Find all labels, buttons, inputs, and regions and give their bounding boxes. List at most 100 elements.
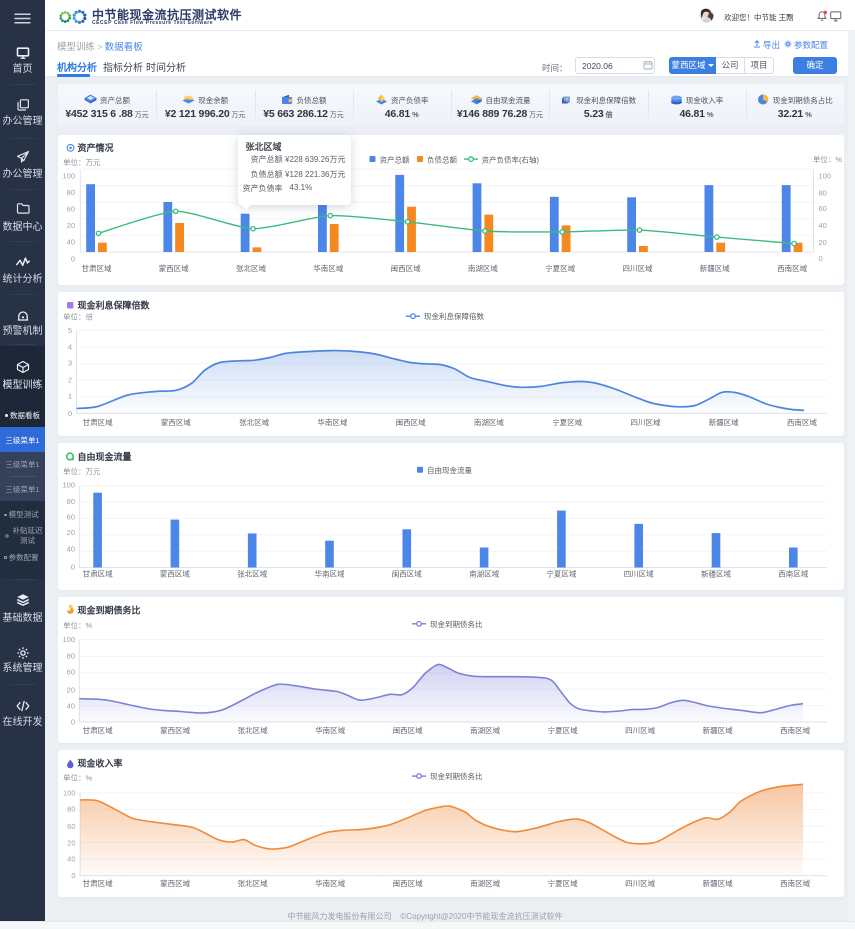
svg-text:60: 60	[67, 512, 75, 521]
svg-text:西南区域: 西南区域	[780, 878, 810, 888]
svg-text:现金利息保障倍数: 现金利息保障倍数	[78, 300, 151, 311]
svg-text:西南区域: 西南区域	[777, 263, 807, 273]
svg-text:20: 20	[67, 685, 75, 694]
svg-text:自由现金流量: 自由现金流量	[78, 451, 132, 462]
svg-text:西南区域: 西南区域	[778, 569, 808, 579]
svg-text:100: 100	[819, 171, 832, 180]
svg-text:南湖区域: 南湖区域	[474, 417, 504, 427]
svg-text:资产负债率(右轴): 资产负债率(右轴)	[482, 154, 540, 164]
svg-text:20: 20	[67, 528, 75, 537]
svg-text:2: 2	[68, 376, 72, 385]
svg-text:0: 0	[819, 254, 823, 263]
svg-text:80: 80	[819, 188, 827, 197]
svg-text:单位：万元: 单位：万元	[63, 466, 101, 476]
svg-text:80: 80	[67, 188, 75, 197]
svg-text:60: 60	[67, 667, 75, 676]
svg-text:张北区域: 张北区域	[236, 263, 266, 273]
svg-text:0: 0	[68, 409, 72, 418]
svg-text:40: 40	[67, 701, 75, 710]
svg-text:自由现金流量: 自由现金流量	[427, 465, 472, 475]
svg-text:单位：倍: 单位：倍	[63, 312, 93, 322]
svg-text:蒙西区域: 蒙西区域	[160, 569, 190, 579]
svg-text:华南区域: 华南区域	[315, 878, 345, 888]
svg-text:闽西区域: 闽西区域	[392, 569, 422, 579]
svg-text:现金到期债务比: 现金到期债务比	[430, 771, 483, 781]
svg-text:60: 60	[67, 204, 75, 213]
svg-text:单位：%: 单位：%	[813, 154, 842, 164]
svg-text:40: 40	[67, 855, 75, 864]
svg-text:新疆区域: 新疆区域	[703, 725, 733, 735]
svg-text:宁夏区域: 宁夏区域	[548, 878, 578, 888]
svg-text:甘肃区域: 甘肃区域	[82, 263, 112, 273]
svg-text:西南区域: 西南区域	[780, 725, 810, 735]
svg-text:蒙西区域: 蒙西区域	[161, 417, 191, 427]
svg-text:新疆区域: 新疆区域	[703, 878, 733, 888]
svg-text:张北区域: 张北区域	[238, 725, 268, 735]
svg-text:40: 40	[67, 237, 75, 246]
svg-text:新疆区域: 新疆区域	[700, 263, 730, 273]
svg-text:南湖区域: 南湖区域	[470, 878, 500, 888]
svg-text:1: 1	[68, 391, 72, 400]
svg-text:资产情况: 资产情况	[78, 142, 114, 153]
svg-text:张北区域: 张北区域	[239, 417, 269, 427]
svg-text:0: 0	[71, 254, 75, 263]
svg-text:蒙西区域: 蒙西区域	[160, 725, 190, 735]
svg-text:0: 0	[71, 717, 75, 726]
svg-text:5: 5	[68, 326, 72, 335]
svg-text:100: 100	[62, 480, 75, 489]
svg-text:四川区域: 四川区域	[625, 878, 655, 888]
svg-text:甘肃区域: 甘肃区域	[83, 725, 113, 735]
svg-text:西南区域: 西南区域	[787, 417, 817, 427]
svg-text:100: 100	[63, 789, 76, 798]
svg-text:南湖区域: 南湖区域	[470, 725, 500, 735]
svg-text:南湖区域: 南湖区域	[469, 569, 499, 579]
svg-text:蒙西区域: 蒙西区域	[160, 878, 190, 888]
svg-text:四川区域: 四川区域	[630, 417, 660, 427]
svg-text:0: 0	[71, 871, 75, 880]
svg-text:华南区域: 华南区域	[317, 417, 347, 427]
svg-text:80: 80	[67, 497, 75, 506]
svg-text:闽西区域: 闽西区域	[393, 878, 423, 888]
svg-text:60: 60	[819, 203, 827, 212]
svg-text:闽西区域: 闽西区域	[391, 263, 421, 273]
svg-text:40: 40	[67, 544, 75, 553]
svg-text:40: 40	[819, 221, 827, 230]
svg-text:宁夏区域: 宁夏区域	[552, 417, 582, 427]
svg-text:华南区域: 华南区域	[315, 725, 345, 735]
svg-text:甘肃区域: 甘肃区域	[83, 417, 113, 427]
svg-text:单位：万元: 单位：万元	[63, 157, 101, 167]
svg-text:闽西区域: 闽西区域	[393, 725, 423, 735]
svg-text:新疆区域: 新疆区域	[701, 569, 731, 579]
svg-text:闽西区域: 闽西区域	[396, 417, 426, 427]
svg-text:甘肃区域: 甘肃区域	[83, 569, 113, 579]
svg-text:四川区域: 四川区域	[624, 569, 654, 579]
svg-text:宁夏区域: 宁夏区域	[545, 263, 575, 273]
svg-text:资产总额: 资产总额	[380, 154, 410, 164]
svg-text:现金利息保障倍数: 现金利息保障倍数	[424, 311, 484, 321]
svg-text:现金收入率: 现金收入率	[78, 758, 123, 769]
svg-text:蒙西区域: 蒙西区域	[159, 263, 189, 273]
svg-text:张北区域: 张北区域	[237, 569, 267, 579]
svg-text:现金到期债务比: 现金到期债务比	[430, 618, 483, 628]
svg-text:80: 80	[67, 805, 75, 814]
svg-text:宁夏区域: 宁夏区域	[548, 725, 578, 735]
svg-text:80: 80	[67, 651, 75, 660]
svg-text:单位：%: 单位：%	[63, 620, 92, 630]
svg-text:3: 3	[68, 358, 72, 367]
svg-text:100: 100	[62, 635, 75, 644]
svg-text:四川区域: 四川区域	[625, 725, 655, 735]
svg-text:华南区域: 华南区域	[315, 569, 345, 579]
svg-text:南湖区域: 南湖区域	[468, 263, 498, 273]
svg-text:负债总额: 负债总额	[427, 154, 457, 164]
svg-text:20: 20	[819, 238, 827, 247]
svg-text:甘肃区域: 甘肃区域	[83, 878, 113, 888]
svg-text:100: 100	[62, 171, 75, 180]
svg-text:张北区域: 张北区域	[238, 878, 268, 888]
svg-text:4: 4	[68, 342, 72, 351]
svg-text:20: 20	[67, 221, 75, 230]
svg-text:华南区域: 华南区域	[313, 263, 343, 273]
svg-text:四川区域: 四川区域	[623, 263, 653, 273]
svg-text:60: 60	[67, 822, 75, 831]
svg-text:0: 0	[71, 562, 75, 571]
svg-text:宁夏区域: 宁夏区域	[546, 569, 576, 579]
